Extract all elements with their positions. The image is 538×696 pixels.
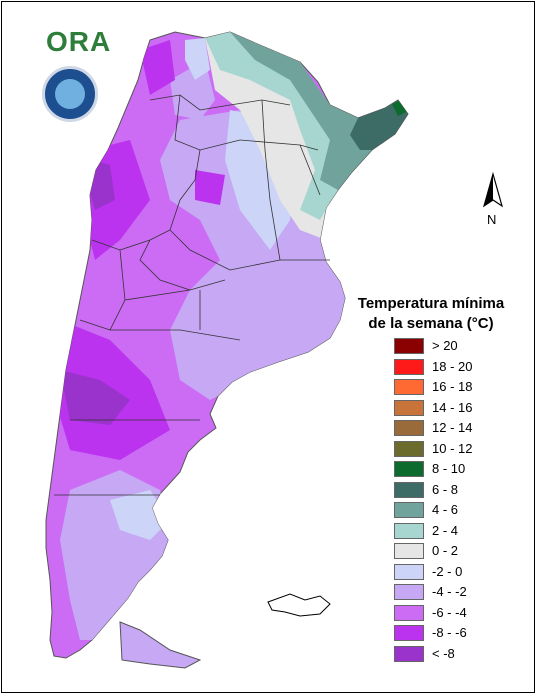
legend-swatch — [394, 563, 424, 580]
legend-label: 18 - 20 — [432, 358, 473, 374]
north-arrow-icon — [482, 172, 504, 208]
zone-below-minus8-southwest — [60, 370, 130, 425]
legend-label: 10 - 12 — [432, 440, 473, 456]
legend-label: 16 - 18 — [432, 379, 473, 394]
legend-swatch — [394, 481, 424, 498]
legend-swatch — [394, 522, 424, 539]
legend-label: 8 - 10 — [432, 461, 466, 476]
temperature-zones — [55, 32, 408, 640]
institution-seal — [42, 66, 98, 122]
legend-label: -8 - -6 — [432, 625, 467, 640]
legend-label: 4 - 6 — [432, 502, 459, 517]
legend-label: -2 - 0 — [432, 563, 463, 579]
zone-6-8 — [350, 100, 408, 150]
zone-4-6 — [230, 32, 375, 190]
zone-minus8-minus6-center — [195, 170, 225, 205]
zone-2-4 — [205, 32, 360, 220]
tierra-del-fuego — [119, 621, 202, 669]
legend-title-line-1: Temperatura mínima — [357, 295, 505, 312]
zone-minus2-0-south — [110, 490, 170, 540]
zone-minus8-minus6-north — [140, 40, 175, 95]
malvinas-islands — [267, 593, 331, 617]
zone-8-10 — [392, 100, 406, 116]
legend-label: > 20 — [432, 338, 458, 353]
legend-swatch — [394, 543, 424, 559]
legend-label: 2 - 4 — [432, 522, 459, 538]
zone-minus2-0-north — [185, 38, 210, 80]
ora-logo: ORA — [46, 26, 112, 57]
legend-swatch — [394, 645, 424, 662]
legend-swatch — [394, 440, 424, 457]
legend-label: 0 - 2 — [432, 543, 459, 558]
legend-label: -4 - -2 — [432, 584, 467, 599]
legend-swatch — [394, 358, 424, 375]
legend-swatch — [394, 625, 424, 641]
north-label: N — [487, 212, 497, 227]
legend-swatch — [394, 399, 424, 416]
province-borders — [54, 94, 330, 496]
legend-swatch — [394, 584, 424, 600]
legend-swatch — [394, 379, 424, 395]
legend-swatch — [394, 420, 424, 436]
legend-swatch — [394, 502, 424, 518]
zone-minus4-minus2-north — [170, 60, 215, 120]
legend-label: -6 - -4 — [432, 604, 467, 620]
seal-center — [55, 79, 85, 109]
legend-title: Temperatura mínima de la semana (°C) — [334, 294, 528, 334]
legend-label: 12 - 14 — [432, 420, 473, 435]
legend-label: 14 - 16 — [432, 399, 473, 415]
legend-label: 6 - 8 — [432, 481, 459, 497]
legend-swatch — [394, 338, 424, 354]
legend-label: < -8 — [432, 645, 455, 661]
legend-swatch — [394, 461, 424, 477]
legend-swatch — [394, 604, 424, 621]
legend-title-line-2: de la semana (°C) — [368, 315, 494, 332]
